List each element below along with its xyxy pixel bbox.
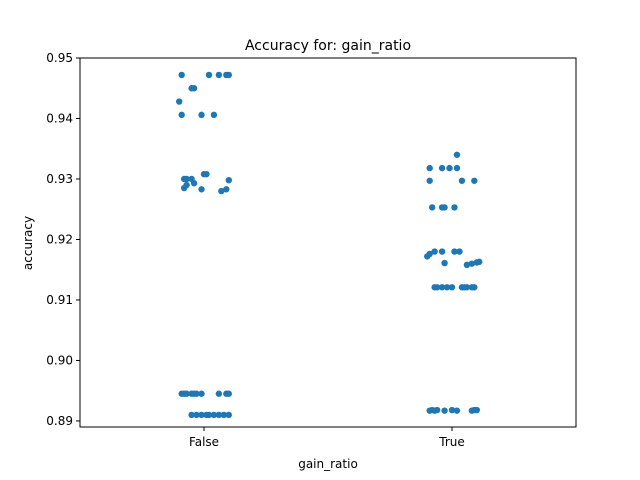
data-point bbox=[203, 170, 210, 178]
data-point bbox=[426, 164, 433, 172]
data-point bbox=[451, 204, 458, 211]
data-point bbox=[438, 248, 446, 255]
y-tick-label: 0.92 bbox=[46, 232, 73, 246]
data-point bbox=[424, 253, 431, 260]
y-tick-label: 0.89 bbox=[46, 414, 73, 428]
x-tick-label: True bbox=[438, 435, 465, 449]
data-point bbox=[431, 248, 438, 255]
data-point bbox=[463, 261, 471, 269]
data-point bbox=[451, 248, 458, 255]
data-point bbox=[473, 259, 480, 266]
y-tick-label: 0.94 bbox=[46, 111, 73, 125]
data-point bbox=[426, 177, 433, 184]
data-point bbox=[463, 284, 471, 291]
data-point bbox=[215, 411, 223, 419]
data-points bbox=[176, 71, 483, 419]
chart-title: Accuracy for: gain_ratio bbox=[245, 38, 411, 54]
data-point bbox=[183, 175, 190, 183]
y-tick-label: 0.90 bbox=[46, 353, 73, 367]
data-point bbox=[198, 411, 205, 419]
data-point bbox=[471, 177, 478, 184]
data-point bbox=[443, 284, 451, 291]
data-point bbox=[453, 407, 461, 414]
data-point bbox=[225, 390, 232, 397]
data-point bbox=[225, 176, 232, 184]
data-point bbox=[428, 204, 436, 211]
data-point bbox=[178, 71, 185, 79]
data-point bbox=[446, 164, 453, 172]
data-point bbox=[198, 390, 205, 397]
data-point bbox=[453, 151, 461, 158]
data-point bbox=[215, 71, 223, 79]
data-point bbox=[183, 390, 190, 397]
data-point bbox=[441, 407, 448, 414]
data-point bbox=[190, 85, 198, 92]
data-point bbox=[198, 111, 205, 119]
x-axis-label: gain_ratio bbox=[298, 457, 358, 471]
data-point bbox=[468, 260, 476, 267]
data-point bbox=[215, 390, 223, 397]
x-tick-label: False bbox=[189, 435, 219, 449]
y-tick-label: 0.91 bbox=[46, 293, 73, 307]
data-point bbox=[441, 204, 448, 211]
data-point bbox=[178, 111, 185, 119]
plot-frame bbox=[79, 57, 577, 428]
data-point bbox=[205, 411, 213, 419]
data-point bbox=[438, 164, 446, 172]
data-point bbox=[458, 177, 466, 184]
data-point bbox=[220, 411, 228, 419]
y-tick-label: 0.93 bbox=[46, 172, 73, 186]
data-point bbox=[453, 164, 461, 172]
y-axis-label: accuracy bbox=[21, 216, 35, 270]
data-point bbox=[176, 98, 183, 105]
data-point bbox=[218, 187, 225, 195]
data-point bbox=[448, 406, 456, 414]
data-point bbox=[433, 406, 441, 414]
data-point bbox=[205, 71, 213, 79]
data-point bbox=[471, 284, 478, 291]
data-point bbox=[190, 180, 198, 187]
data-point bbox=[438, 284, 446, 291]
y-tick-label: 0.95 bbox=[46, 51, 73, 65]
data-point bbox=[456, 248, 463, 255]
data-point bbox=[210, 411, 218, 419]
data-point bbox=[225, 411, 232, 419]
data-point bbox=[448, 284, 456, 291]
data-point bbox=[223, 186, 230, 193]
data-point bbox=[225, 71, 232, 79]
data-point bbox=[210, 111, 218, 119]
data-point bbox=[193, 390, 200, 397]
data-point bbox=[473, 406, 480, 414]
data-point bbox=[193, 411, 200, 419]
data-point bbox=[433, 284, 441, 291]
data-point bbox=[441, 259, 448, 267]
y-axis: 0.89 0.90 0.91 0.92 0.93 0.94 0.95 bbox=[46, 51, 80, 428]
x-axis: False True bbox=[189, 427, 465, 449]
data-point bbox=[180, 184, 188, 192]
data-point bbox=[188, 411, 195, 419]
data-point bbox=[198, 186, 205, 193]
